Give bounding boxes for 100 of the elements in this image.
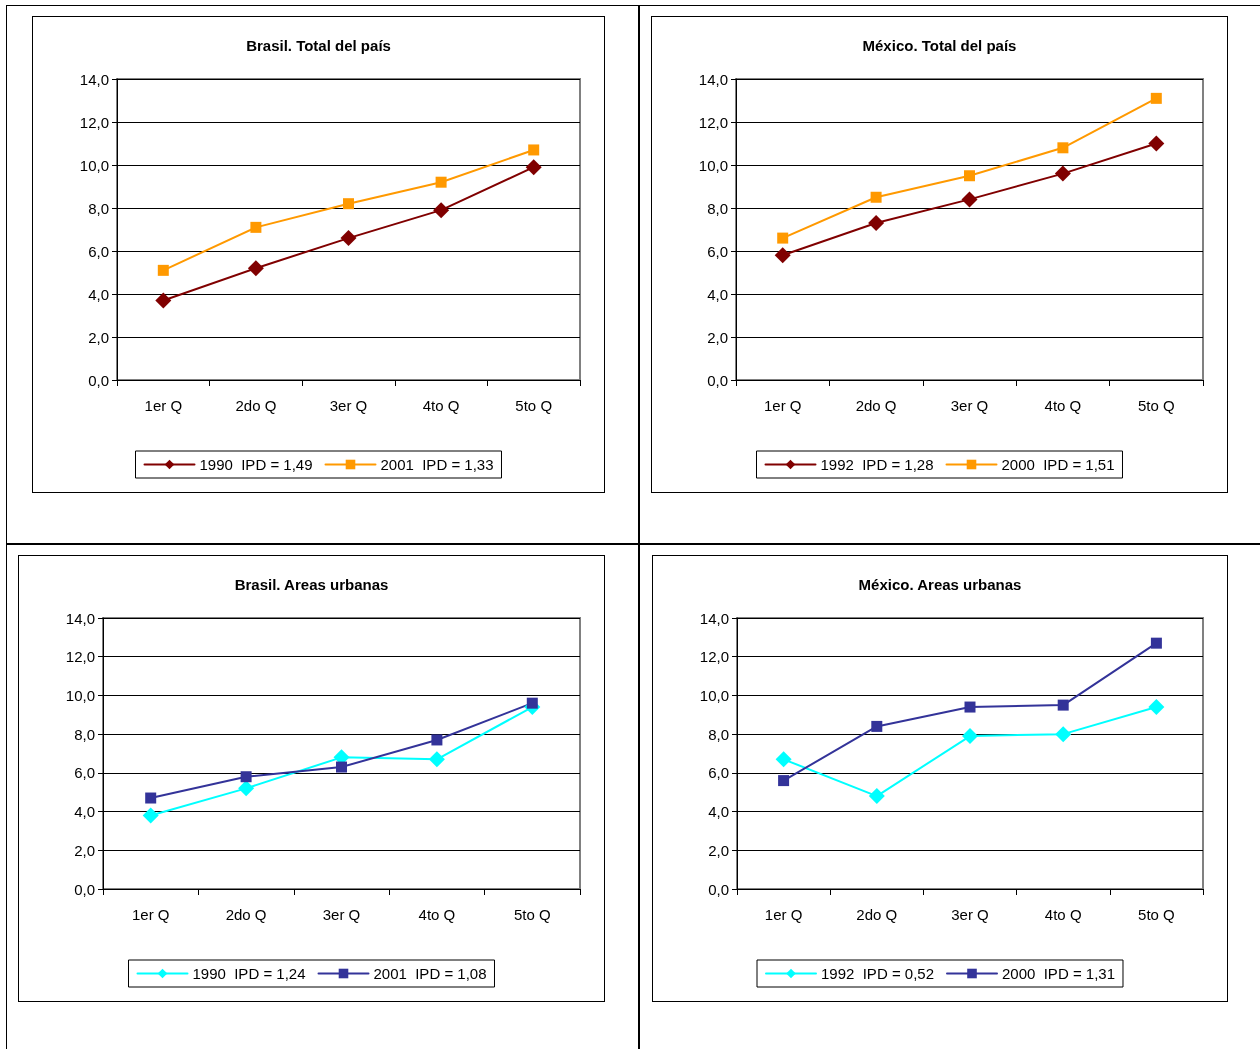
legend-label: 1992 IPD = 0,52 xyxy=(821,965,934,982)
x-tick-label: 1er Q xyxy=(763,397,802,414)
point xyxy=(964,701,976,713)
y-tick-label: 10,0 xyxy=(699,686,729,704)
legend-label: 2000 IPD = 1,51 xyxy=(1001,456,1115,473)
y-tick-label: 12,0 xyxy=(699,648,729,666)
y-tick-label: 2,0 xyxy=(88,328,109,346)
point xyxy=(238,780,255,797)
point xyxy=(247,260,264,277)
y-tick-label: 10,0 xyxy=(79,156,109,174)
y-tick-label: 8,0 xyxy=(88,199,109,217)
point xyxy=(1150,637,1162,649)
point xyxy=(142,807,159,824)
point xyxy=(962,728,978,745)
point xyxy=(1148,699,1165,716)
y-tick-label: 14,0 xyxy=(698,70,728,88)
point xyxy=(435,176,447,188)
y-tick-label: 4,0 xyxy=(707,285,728,303)
x-tick-label: 3er Q xyxy=(322,906,361,923)
point xyxy=(340,230,357,247)
legend-label: 1990 IPD = 1,49 xyxy=(199,456,313,473)
y-tick-label: 6,0 xyxy=(708,764,729,782)
legend-label: 2001 IPD = 1,08 xyxy=(373,965,487,982)
y-tick-label: 6,0 xyxy=(707,242,728,260)
point xyxy=(240,771,252,783)
x-tick-label: 1er Q xyxy=(144,397,183,414)
y-tick-label: 6,0 xyxy=(74,764,95,782)
y-tick-label: 0,0 xyxy=(707,371,728,389)
chart-title: México. Areas urbanas xyxy=(858,576,1022,593)
point xyxy=(1057,142,1069,154)
chart-title: México. Total del país xyxy=(862,37,1017,54)
y-tick-label: 2,0 xyxy=(74,841,95,859)
x-tick-label: 3er Q xyxy=(329,397,368,414)
point xyxy=(528,144,540,156)
point xyxy=(871,720,883,732)
point xyxy=(525,159,542,176)
y-tick-label: 10,0 xyxy=(65,686,95,704)
x-tick-label: 2do Q xyxy=(855,397,897,414)
legend-label: 1990 IPD = 1,24 xyxy=(192,965,306,982)
y-tick-label: 6,0 xyxy=(88,242,109,260)
y-tick-label: 8,0 xyxy=(74,725,95,743)
legend-label: 1992 IPD = 1,28 xyxy=(820,456,934,473)
y-tick-label: 12,0 xyxy=(65,648,95,666)
point xyxy=(1055,726,1072,743)
point xyxy=(778,775,790,787)
x-tick-label: 4to Q xyxy=(1044,397,1082,414)
point xyxy=(774,247,791,264)
y-tick-label: 4,0 xyxy=(74,803,95,821)
y-tick-label: 8,0 xyxy=(707,199,728,217)
x-tick-label: 3er Q xyxy=(951,906,989,923)
point xyxy=(433,202,450,219)
x-tick-label: 5to Q xyxy=(1137,397,1175,414)
y-tick-label: 0,0 xyxy=(88,371,109,389)
point xyxy=(343,198,354,210)
x-tick-label: 3er Q xyxy=(950,397,989,414)
x-tick-label: 4to Q xyxy=(1044,906,1082,923)
y-tick-label: 12,0 xyxy=(698,113,728,131)
point xyxy=(428,751,445,768)
point xyxy=(336,761,347,773)
x-tick-label: 2do Q xyxy=(225,906,267,923)
point xyxy=(1054,165,1071,182)
x-tick-label: 2do Q xyxy=(856,906,898,923)
x-tick-label: 4to Q xyxy=(422,397,460,414)
legend-label: 2000 IPD = 1,31 xyxy=(1002,965,1115,982)
point xyxy=(250,221,262,233)
x-tick-label: 4to Q xyxy=(418,906,456,923)
y-tick-label: 14,0 xyxy=(65,609,95,627)
y-tick-label: 14,0 xyxy=(699,609,729,627)
point xyxy=(961,191,978,208)
x-tick-label: 1er Q xyxy=(764,906,803,923)
point xyxy=(964,170,975,182)
point xyxy=(868,788,885,805)
point xyxy=(1057,699,1069,711)
x-tick-label: 1er Q xyxy=(131,906,170,923)
point xyxy=(870,191,882,203)
y-tick-label: 4,0 xyxy=(88,285,109,303)
x-tick-label: 5to Q xyxy=(513,906,551,923)
y-tick-label: 4,0 xyxy=(708,803,729,821)
point xyxy=(868,215,885,232)
y-tick-label: 0,0 xyxy=(74,880,95,898)
point xyxy=(526,697,538,709)
point xyxy=(431,734,443,746)
y-tick-label: 10,0 xyxy=(698,156,728,174)
point xyxy=(157,264,169,276)
chart-title: Brasil. Total del país xyxy=(246,37,391,54)
point xyxy=(777,232,789,244)
chart-title: Brasil. Areas urbanas xyxy=(234,576,389,593)
point xyxy=(1148,135,1165,152)
point xyxy=(775,751,792,768)
y-tick-label: 12,0 xyxy=(79,113,109,131)
point xyxy=(155,292,172,309)
point xyxy=(145,792,157,804)
x-tick-label: 5to Q xyxy=(515,397,553,414)
y-tick-label: 14,0 xyxy=(79,70,109,88)
x-tick-label: 2do Q xyxy=(235,397,277,414)
y-tick-label: 2,0 xyxy=(707,328,728,346)
y-tick-label: 0,0 xyxy=(708,880,729,898)
y-tick-label: 2,0 xyxy=(708,841,729,859)
y-tick-label: 8,0 xyxy=(708,725,729,743)
legend-label: 2001 IPD = 1,33 xyxy=(380,456,494,473)
